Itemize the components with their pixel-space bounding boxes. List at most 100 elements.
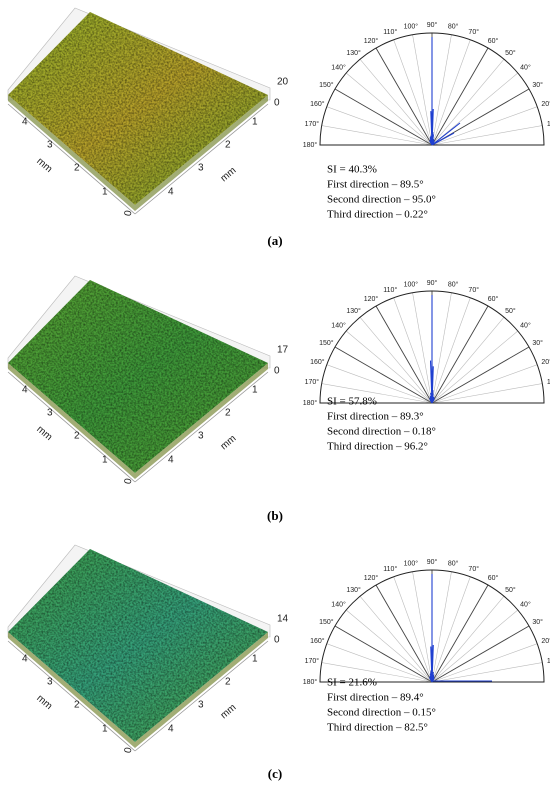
angle-label: 90° <box>427 279 438 287</box>
polar-ray <box>321 125 433 146</box>
polar-ray <box>359 59 433 146</box>
stat-line: SI = 57.8% <box>327 396 377 408</box>
stat-line: First direction – 89.3° <box>327 411 424 423</box>
axis-unit: mm <box>34 693 54 712</box>
direction-distribution <box>429 37 461 146</box>
polar-ray <box>346 72 433 146</box>
angle-label: 20° <box>541 637 550 645</box>
angle-label: 30° <box>532 339 543 347</box>
polar-ray <box>334 625 433 683</box>
angle-label: 170° <box>305 657 320 665</box>
axis-unit: mm <box>219 702 239 721</box>
polar-ray <box>431 383 543 404</box>
angle-label: 130° <box>346 307 361 315</box>
axis-tick-label: 1 <box>102 187 108 198</box>
polar-plot: 0°10°20°30°40°50°60°70°80°90°100°110°120… <box>303 279 550 407</box>
surface-texture <box>8 12 268 205</box>
polar-ray <box>375 305 433 404</box>
axis-unit: mm <box>34 156 54 175</box>
axis-line <box>134 371 269 483</box>
surface-texture <box>8 280 268 473</box>
polar-ray <box>431 584 489 683</box>
polar-ray <box>393 576 433 683</box>
polar-ray <box>431 317 505 404</box>
axis-tick-label: 4 <box>168 455 174 466</box>
axis-tick-label: 3 <box>198 431 204 442</box>
polar-ray <box>431 59 505 146</box>
axis-tick-label: 1 <box>102 724 108 735</box>
polar-ray <box>334 346 433 404</box>
polar-ray <box>431 305 489 404</box>
axis-tick-label: 2 <box>225 677 231 688</box>
angle-label: 50° <box>505 307 516 315</box>
polar-ray <box>359 317 433 404</box>
axis-tick-label: 4 <box>22 385 28 396</box>
angle-label: 110° <box>383 565 397 573</box>
angle-label: 80° <box>448 23 459 31</box>
angle-label: 130° <box>346 49 361 57</box>
polar-ray <box>321 383 433 404</box>
angle-label: 50° <box>505 49 516 57</box>
angle-label: 70° <box>468 286 479 294</box>
angle-label: 120° <box>364 574 379 582</box>
polar-ray <box>431 625 530 683</box>
polar-ray <box>431 125 543 146</box>
polar-border <box>319 290 545 404</box>
axis-tick-label: 2 <box>74 431 80 442</box>
axis-unit: mm <box>34 424 54 443</box>
stat-line: First direction – 89.4° <box>327 692 424 704</box>
angle-label: 150° <box>319 81 334 89</box>
polar-ray <box>375 584 433 683</box>
angle-label: 90° <box>427 558 438 566</box>
stat-line: Third direction – 96.2° <box>327 441 428 453</box>
stat-line: Third direction – 82.5° <box>327 722 428 734</box>
z-bottom-label: 0 <box>274 635 280 646</box>
angle-label: 20° <box>541 100 550 108</box>
angle-label: 90° <box>427 21 438 29</box>
polar-ray <box>431 292 452 404</box>
axis-tick-label: 2 <box>74 163 80 174</box>
axis-unit: mm <box>219 165 239 184</box>
axis-line <box>134 640 269 752</box>
polar-ray <box>375 47 433 146</box>
stat-line: First direction – 89.5° <box>327 179 424 191</box>
polar-ray <box>334 88 433 146</box>
polar-ray <box>431 39 471 146</box>
z-bottom-label: 0 <box>274 366 280 377</box>
panel-label: (c) <box>268 766 282 781</box>
polar-ray <box>431 330 518 404</box>
polar-ray <box>326 364 433 404</box>
axis-tick-label: 1 <box>252 117 258 128</box>
polar-ray <box>431 609 518 683</box>
polar-ray <box>431 364 538 404</box>
polar-ray <box>431 346 530 404</box>
polar-ray <box>359 596 433 683</box>
angle-label: 70° <box>468 565 479 573</box>
axis-line <box>7 103 136 215</box>
angle-label: 130° <box>346 586 361 594</box>
z-top-label: 14 <box>277 614 289 625</box>
polar-plot: 0°10°20°30°40°50°60°70°80°90°100°110°120… <box>303 21 550 149</box>
stat-line: Second direction – 0.18° <box>327 426 436 438</box>
angle-label: 150° <box>319 618 334 626</box>
angle-label: 160° <box>310 100 325 108</box>
angle-label: 80° <box>448 560 459 568</box>
stat-line: Second direction – 95.0° <box>327 194 436 206</box>
axis-tick-label: 1 <box>102 455 108 466</box>
angle-label: 70° <box>468 28 479 36</box>
angle-label: 50° <box>505 586 516 594</box>
angle-label: 110° <box>383 286 397 294</box>
panel-label: (a) <box>267 233 282 248</box>
axis-tick-label: 3 <box>198 163 204 174</box>
angle-label: 20° <box>541 358 550 366</box>
angle-label: 40° <box>520 322 531 330</box>
polar-ray <box>431 643 538 683</box>
surface-plot: 4 3 2 1 4 3 2 1 0 mm mm 17 0 <box>7 275 289 485</box>
stat-line: SI = 21.6% <box>327 677 377 689</box>
polar-ray <box>431 571 452 683</box>
angle-label: 160° <box>310 358 325 366</box>
polar-ray <box>326 643 433 683</box>
polar-ray <box>431 576 471 683</box>
axis-tick-label: 2 <box>225 408 231 419</box>
